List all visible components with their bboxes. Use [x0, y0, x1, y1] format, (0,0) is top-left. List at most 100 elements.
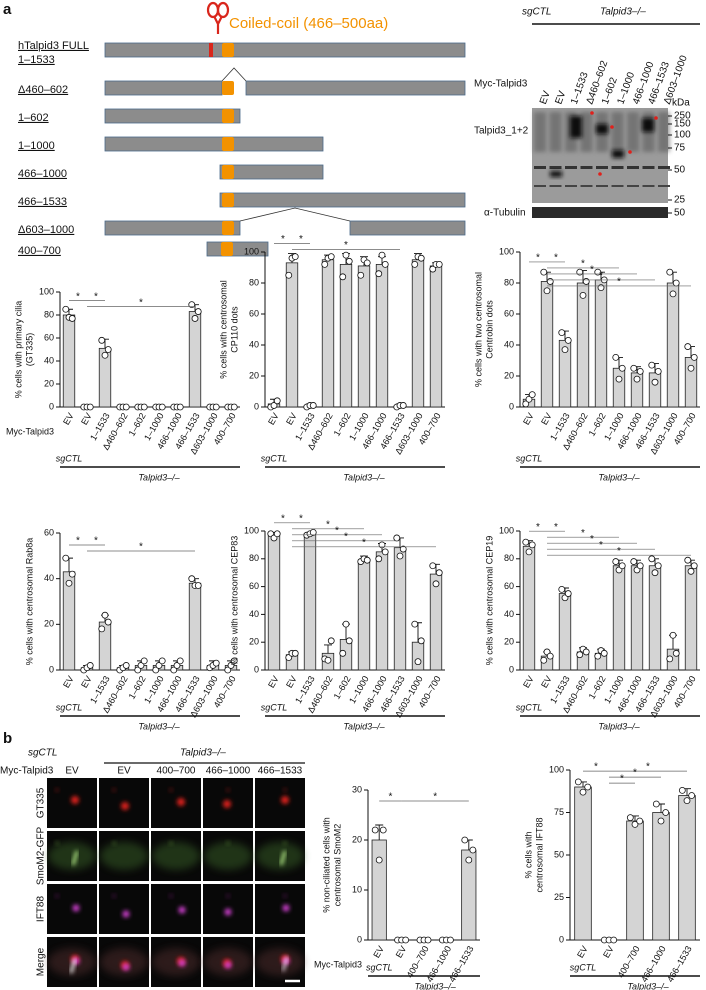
y-tick-label: 40 — [504, 339, 514, 349]
cilium — [71, 850, 79, 866]
replicate-point — [564, 336, 572, 344]
bar — [612, 367, 626, 408]
replicate-point — [62, 305, 70, 313]
replicate-point — [543, 287, 551, 295]
replicate-point — [582, 648, 590, 656]
bar — [558, 593, 572, 671]
replicate-point — [393, 534, 401, 542]
y-axis-label: % non-ciliated cells with — [321, 817, 331, 913]
blot-band — [549, 166, 562, 169]
kda-label: kDa — [672, 98, 690, 109]
micrograph — [151, 884, 201, 934]
replicate-point — [357, 271, 365, 279]
construct-label: 466–1533 — [18, 196, 67, 208]
blot-band — [596, 166, 608, 169]
y-axis-label: (GT335) — [24, 333, 34, 367]
group-label: sgCTL — [261, 453, 288, 463]
blot-band — [658, 166, 670, 169]
y-tick-label: 0 — [254, 401, 259, 411]
dim — [169, 841, 173, 845]
construct-bar — [104, 42, 466, 58]
significance-label: * — [581, 259, 585, 270]
replicate-point — [321, 260, 329, 268]
replicate-point — [68, 315, 76, 322]
y-tick-label: 80 — [249, 277, 259, 287]
micrograph — [255, 831, 305, 881]
replicate-point — [690, 562, 698, 570]
replicate-point — [411, 620, 419, 628]
bar — [411, 641, 425, 671]
micrograph — [47, 937, 97, 987]
significance-label: * — [281, 234, 285, 245]
replicate-point — [690, 353, 698, 361]
significance-label: * — [594, 762, 598, 773]
signal — [122, 963, 130, 971]
micrograph — [47, 884, 97, 934]
x-tick-label: EV — [371, 944, 386, 959]
significance-label: * — [388, 792, 392, 803]
bar — [267, 534, 281, 671]
blot-smear — [611, 112, 624, 152]
micrograph — [99, 884, 149, 934]
blot-smear — [658, 112, 670, 152]
coiled-coil-domain — [222, 137, 234, 151]
bar — [429, 265, 443, 408]
blot-band — [612, 150, 624, 158]
micrograph — [151, 778, 201, 828]
y-tick-label: 25 — [554, 892, 564, 902]
replicate-point — [525, 548, 533, 556]
construct-bar — [245, 80, 466, 96]
replicate-point — [424, 936, 432, 944]
group-label: sgCTL — [28, 748, 57, 759]
replicate-point — [465, 856, 473, 864]
blot-band — [611, 185, 624, 187]
band-marker — [590, 111, 594, 115]
y-tick-label: 40 — [44, 355, 54, 365]
replicate-point — [194, 308, 202, 315]
replicate-point — [140, 657, 148, 665]
significance-label: * — [344, 531, 348, 542]
replicate-point — [375, 856, 383, 864]
dim — [169, 894, 173, 898]
significance-label: * — [599, 540, 603, 551]
y-axis-label: % cells with centrosomal CEP83 — [229, 536, 239, 666]
replicate-point — [630, 558, 638, 565]
replicate-point — [339, 273, 347, 281]
y-tick-label: 75 — [554, 807, 564, 817]
y-tick-label: 60 — [249, 581, 259, 591]
construct-bar — [349, 220, 466, 236]
y-tick-label: 20 — [44, 378, 54, 388]
marker-label: 100 — [674, 130, 691, 141]
replicate-point — [68, 570, 76, 578]
replicate-point — [654, 562, 662, 570]
replicate-point — [432, 580, 440, 588]
bar — [339, 263, 353, 408]
replicate-point — [104, 618, 112, 626]
replicate-point — [666, 268, 674, 276]
replicate-point — [342, 251, 350, 259]
x-tick-label: EV — [521, 674, 536, 689]
lane-label: EV — [538, 89, 553, 106]
marker-label: 50 — [674, 208, 686, 219]
bar — [285, 262, 299, 408]
replicate-point — [158, 657, 166, 665]
significance-label: * — [554, 253, 558, 264]
significance-label: * — [362, 537, 366, 548]
replicate-point — [669, 290, 677, 298]
marker-label: 150 — [674, 119, 691, 130]
significance-label: * — [599, 271, 603, 282]
bar — [188, 582, 202, 671]
replicate-point — [309, 528, 317, 536]
replicate-point — [687, 364, 695, 372]
replicate-point — [576, 651, 584, 659]
y-tick-label: 100 — [244, 246, 259, 256]
bar — [393, 547, 407, 671]
group-label: Talpid3–/– — [138, 721, 180, 731]
replicate-point — [540, 268, 548, 276]
replicate-point — [363, 556, 371, 564]
deletion-caret — [239, 207, 351, 222]
replicate-point — [558, 585, 566, 593]
signal — [122, 910, 130, 918]
signal — [224, 961, 232, 969]
y-axis-label: % cells with primary cilia — [13, 301, 23, 399]
